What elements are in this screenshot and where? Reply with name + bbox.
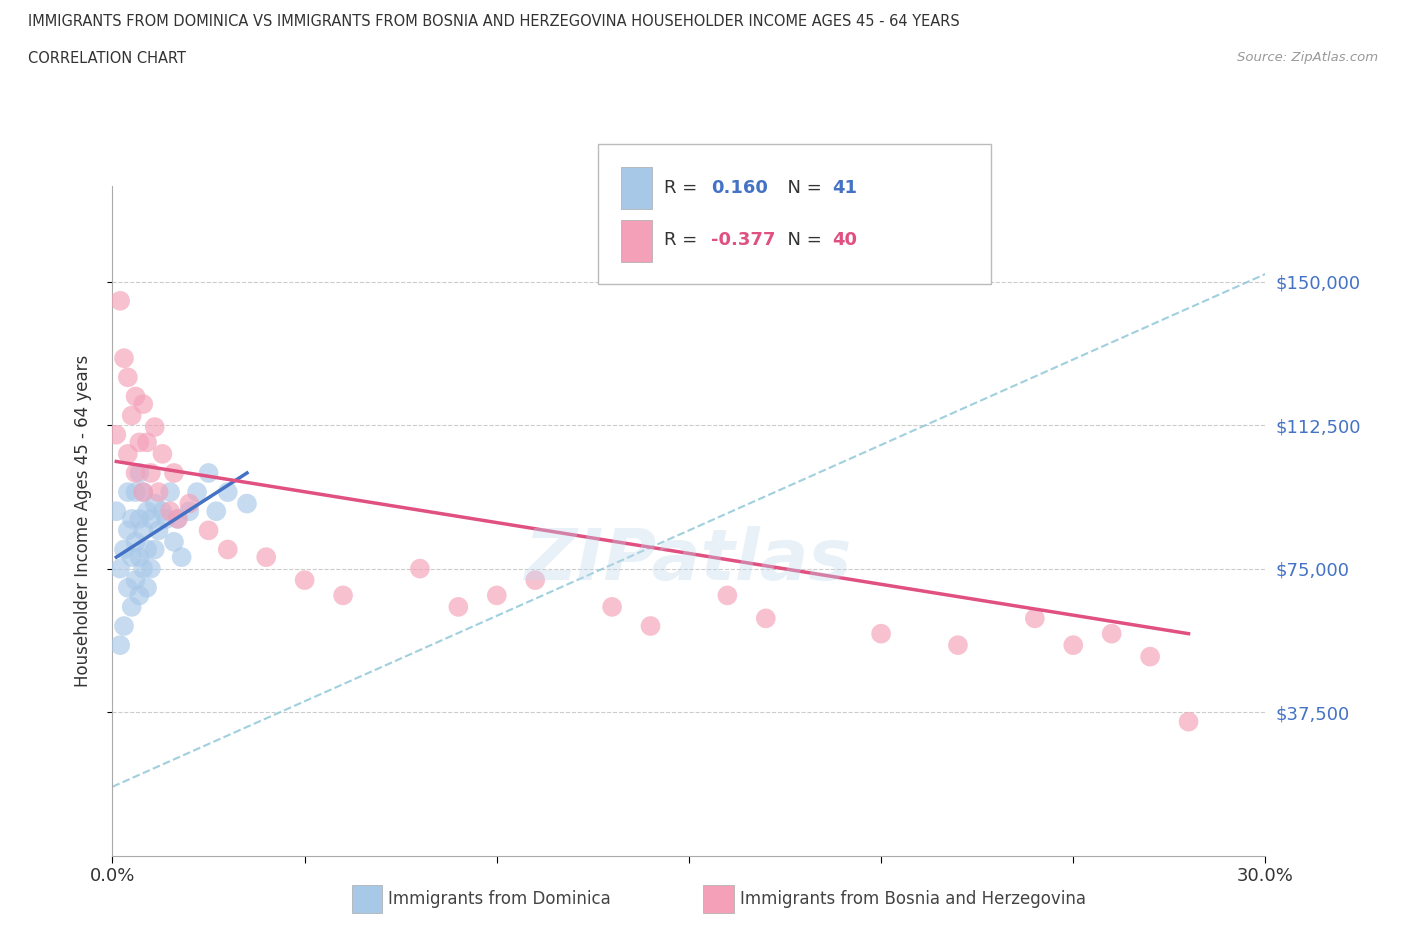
Text: R =: R = <box>664 179 703 196</box>
Point <box>152 504 174 519</box>
Point <box>105 504 128 519</box>
Point <box>946 638 969 653</box>
Point <box>170 550 193 565</box>
Point <box>117 580 139 595</box>
Point <box>124 466 146 481</box>
Point <box>124 389 146 404</box>
Point <box>143 496 166 511</box>
Point <box>332 588 354 603</box>
Point <box>186 485 208 499</box>
Point <box>112 618 135 633</box>
Point <box>236 496 259 511</box>
Point <box>112 351 135 365</box>
Point <box>121 600 143 615</box>
Point <box>1177 714 1199 729</box>
Point <box>163 466 186 481</box>
Point <box>217 485 239 499</box>
Point <box>159 485 181 499</box>
Point <box>117 485 139 499</box>
Point <box>217 542 239 557</box>
Point <box>1024 611 1046 626</box>
Point <box>205 504 228 519</box>
Text: Immigrants from Bosnia and Herzegovina: Immigrants from Bosnia and Herzegovina <box>740 890 1085 909</box>
Point <box>121 408 143 423</box>
Point <box>197 466 219 481</box>
Point <box>117 370 139 385</box>
Point <box>136 504 159 519</box>
Point <box>409 561 432 576</box>
Point <box>117 446 139 461</box>
Point <box>148 523 170 538</box>
Point <box>294 573 316 588</box>
Text: CORRELATION CHART: CORRELATION CHART <box>28 51 186 66</box>
Text: R =: R = <box>664 231 703 248</box>
Point <box>132 523 155 538</box>
Point <box>128 588 150 603</box>
Point <box>148 485 170 499</box>
Text: -0.377: -0.377 <box>711 231 776 248</box>
Point <box>155 512 177 526</box>
Text: 40: 40 <box>832 231 858 248</box>
Point <box>179 504 201 519</box>
Point <box>128 466 150 481</box>
Point <box>136 580 159 595</box>
Point <box>121 550 143 565</box>
Point <box>166 512 188 526</box>
Point <box>117 523 139 538</box>
Point <box>1062 638 1084 653</box>
Point <box>136 542 159 557</box>
Point <box>485 588 508 603</box>
Point <box>139 512 162 526</box>
Point <box>139 466 162 481</box>
Point <box>1101 626 1123 641</box>
Point <box>128 435 150 450</box>
Point <box>105 427 128 442</box>
Point <box>254 550 277 565</box>
Point <box>132 485 155 499</box>
Point <box>124 535 146 550</box>
Text: Source: ZipAtlas.com: Source: ZipAtlas.com <box>1237 51 1378 64</box>
Point <box>124 485 146 499</box>
Point <box>1139 649 1161 664</box>
Point <box>128 512 150 526</box>
Point <box>159 504 181 519</box>
Point <box>524 573 547 588</box>
Point <box>132 397 155 412</box>
Point <box>108 561 131 576</box>
Point <box>152 446 174 461</box>
Point <box>716 588 738 603</box>
Point <box>132 561 155 576</box>
Y-axis label: Householder Income Ages 45 - 64 years: Householder Income Ages 45 - 64 years <box>73 354 91 687</box>
Point <box>143 419 166 434</box>
Point <box>179 496 201 511</box>
Point <box>143 542 166 557</box>
Text: N =: N = <box>776 179 828 196</box>
Point <box>870 626 893 641</box>
Point <box>163 535 186 550</box>
Point <box>139 561 162 576</box>
Text: IMMIGRANTS FROM DOMINICA VS IMMIGRANTS FROM BOSNIA AND HERZEGOVINA HOUSEHOLDER I: IMMIGRANTS FROM DOMINICA VS IMMIGRANTS F… <box>28 14 960 29</box>
Point <box>128 550 150 565</box>
Point <box>124 573 146 588</box>
Point <box>108 638 131 653</box>
Text: 41: 41 <box>832 179 858 196</box>
Point <box>112 542 135 557</box>
Point <box>108 293 131 308</box>
Point <box>447 600 470 615</box>
Point <box>640 618 662 633</box>
Point <box>136 435 159 450</box>
Text: ZIPatlas: ZIPatlas <box>526 526 852 595</box>
Text: Immigrants from Dominica: Immigrants from Dominica <box>388 890 610 909</box>
Point <box>197 523 219 538</box>
Point <box>166 512 188 526</box>
Point <box>132 485 155 499</box>
Point <box>121 512 143 526</box>
Point <box>600 600 623 615</box>
Text: N =: N = <box>776 231 828 248</box>
Text: 0.160: 0.160 <box>711 179 768 196</box>
Point <box>755 611 778 626</box>
